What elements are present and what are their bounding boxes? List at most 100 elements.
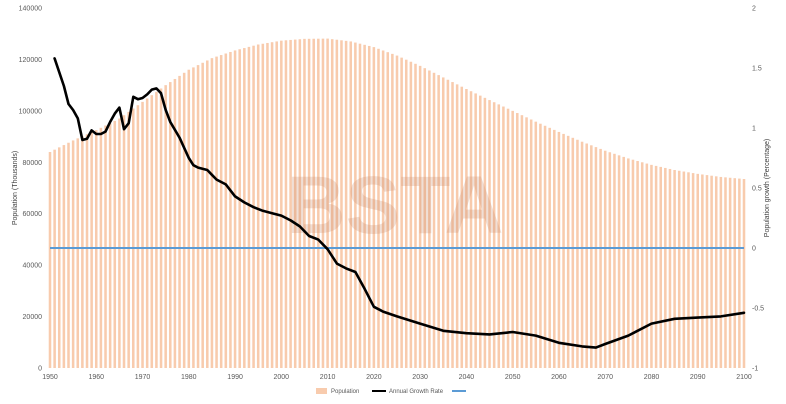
population-bar — [289, 39, 292, 368]
population-bar — [312, 38, 315, 368]
population-bar — [358, 43, 362, 368]
x-tick-label: 2040 — [459, 374, 475, 381]
population-bar — [682, 171, 686, 368]
population-bar — [423, 68, 427, 369]
population-bar — [363, 44, 366, 368]
population-bar — [206, 60, 209, 369]
x-axis-ticks: 1950 1960 1970 1980 1990 2000 2010 2020 2030 2040… — [42, 374, 752, 381]
population-bar — [266, 42, 269, 368]
right-tick-label: 1 — [752, 126, 756, 133]
population-bar — [280, 40, 283, 368]
population-bar — [344, 40, 348, 369]
population-bar — [284, 40, 288, 369]
population-bar — [418, 65, 422, 369]
population-bar — [677, 170, 681, 368]
x-tick-label: 2100 — [736, 374, 752, 381]
population-bar — [169, 82, 172, 368]
population-bar — [525, 117, 528, 368]
population-bar — [622, 156, 625, 368]
x-tick-label: 2000 — [274, 374, 290, 381]
x-tick-label: 2060 — [551, 374, 567, 381]
left-axis-title: Population (Thousands) — [12, 151, 19, 225]
x-tick-label: 2090 — [690, 374, 706, 381]
population-bar — [557, 131, 561, 368]
growth-rate-line — [53, 57, 746, 349]
right-tick-label: 0.5 — [752, 186, 762, 193]
population-bar — [85, 134, 89, 368]
population-bar — [330, 39, 334, 369]
population-bar — [580, 141, 584, 368]
population-bar — [460, 86, 464, 368]
right-tick-label: 0 — [752, 246, 756, 253]
population-bar — [617, 155, 621, 368]
population-bar — [511, 110, 514, 369]
population-bar — [256, 44, 260, 368]
right-tick-label: 1.5 — [752, 66, 762, 73]
x-tick-label: 1970 — [135, 374, 151, 381]
population-bar — [349, 41, 352, 369]
population-bar — [691, 173, 695, 368]
population-bar — [53, 149, 56, 368]
population-bar — [414, 63, 417, 369]
population-bar — [687, 172, 690, 368]
left-tick-label: 100000 — [19, 108, 42, 115]
population-bar — [502, 106, 505, 368]
population-bar — [354, 42, 357, 369]
population-bar — [132, 108, 135, 368]
population-bar — [62, 145, 66, 368]
population-bar — [141, 101, 144, 369]
population-bar — [219, 55, 223, 369]
population-bar — [367, 45, 371, 368]
population-bar — [400, 57, 403, 368]
legend-swatch-population — [316, 388, 327, 394]
left-axis-ticks: 0 20000 40000 60000 80000 100000 120000 140000 — [19, 6, 42, 373]
population-bar — [243, 48, 246, 369]
population-bar — [701, 174, 704, 368]
population-bar — [562, 133, 565, 368]
left-tick-label: 120000 — [19, 57, 42, 64]
population-bar — [668, 168, 672, 368]
population-bar — [150, 95, 154, 369]
population-bar — [497, 104, 501, 368]
x-tick-label: 2020 — [366, 374, 382, 381]
population-bar — [696, 173, 699, 368]
population-bar — [145, 98, 149, 368]
population-bar — [465, 89, 468, 368]
population-bar — [627, 158, 630, 368]
population-bar — [90, 132, 93, 368]
right-axis-ticks: -1 -0.5 0 0.5 1 1.5 2 — [752, 6, 764, 373]
right-tick-label: -0.5 — [752, 306, 764, 313]
population-bar — [261, 43, 265, 369]
population-bar — [326, 38, 329, 368]
population-bar — [724, 177, 727, 368]
population-bar — [719, 176, 723, 368]
population-bar — [474, 93, 477, 369]
population-bar — [728, 177, 732, 368]
population-bar — [372, 47, 376, 369]
population-bar — [377, 48, 380, 368]
population-bar — [506, 108, 510, 368]
population-bar — [659, 166, 662, 368]
watermark: BSTA — [286, 160, 503, 251]
population-bar — [201, 62, 204, 369]
x-tick-label: 2070 — [597, 374, 613, 381]
population-bar — [585, 143, 588, 368]
population-bar — [391, 53, 394, 369]
population-bar — [571, 137, 575, 368]
population-bars — [48, 38, 746, 369]
population-bar — [640, 162, 644, 368]
population-bar — [303, 38, 306, 369]
growth-rate-series — [53, 57, 746, 349]
population-bar — [113, 120, 117, 368]
population-bar — [673, 170, 676, 368]
population-bar — [710, 175, 713, 368]
population-bar — [516, 113, 519, 369]
population-bar — [164, 85, 167, 368]
population-bar — [229, 51, 232, 368]
population-bar — [293, 39, 297, 368]
population-bar — [636, 161, 639, 368]
population-bar — [705, 175, 709, 368]
population-bar — [122, 115, 126, 368]
population-bar — [608, 152, 612, 368]
